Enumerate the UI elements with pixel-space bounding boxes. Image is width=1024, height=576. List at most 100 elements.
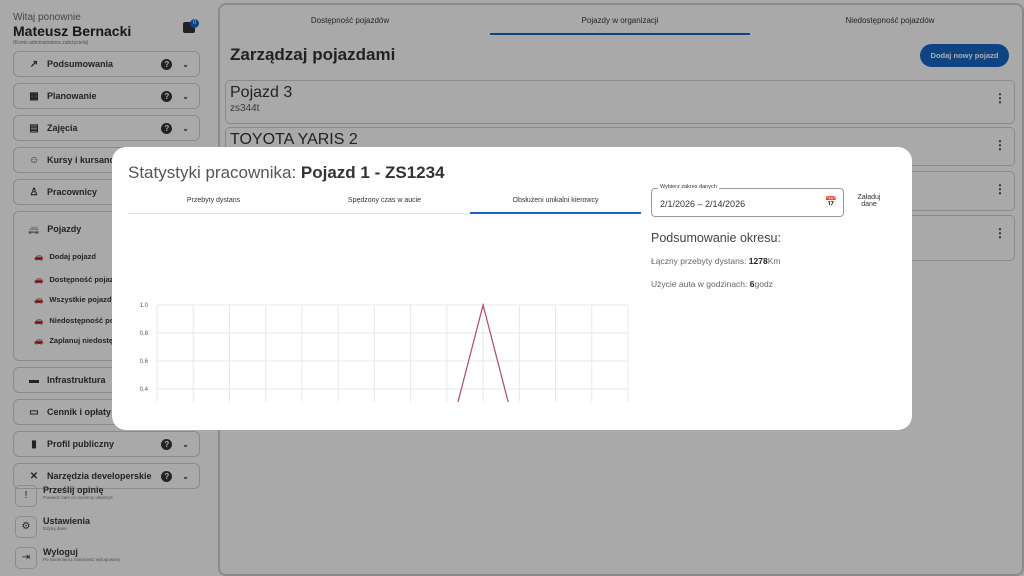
help-icon[interactable]: ?	[161, 58, 173, 70]
sidebar-bottom-item[interactable]: ⇥ Wyloguj Po naciśnięciu zostaniesz wylogo…	[15, 547, 120, 569]
y-tick-label: 0.4	[140, 387, 149, 393]
vehicle-name: TOYOTA YARIS 2	[230, 131, 358, 148]
sidebar-subitem-label: Dostępność pojazdów	[49, 275, 129, 284]
messages-badge: 0	[190, 19, 199, 28]
load-data-button[interactable]: Załaduj dane	[857, 194, 881, 208]
car-icon: 🚗	[34, 316, 44, 325]
sidebar-item-label: Profil publiczny	[47, 439, 115, 449]
date-range-value: 2/1/2026 – 2/14/2026	[660, 199, 746, 209]
chevron-down-icon[interactable]: ⌄	[182, 91, 189, 101]
logout-icon: ⇥	[15, 547, 37, 569]
distance-summary: Łączny przebyty dystans: 1278Km	[651, 256, 781, 266]
usage-summary: Użycie auta w godzinach: 6godz	[651, 279, 773, 289]
help-icon[interactable]: ?	[161, 90, 173, 102]
user-role: (Konto administratora założyciela)	[13, 40, 89, 46]
sidebar-subitem-label: Niedostępność pojazdów	[49, 316, 140, 325]
y-tick-label: 0.8	[140, 331, 149, 337]
add-vehicle-button[interactable]: Dodaj nowy pojazd	[920, 44, 1009, 67]
car-icon: 🚐	[28, 224, 40, 234]
tab-2[interactable]: Pojazdy w organizacji	[490, 5, 750, 35]
chevron-down-icon[interactable]: ⌄	[182, 59, 189, 69]
sidebar-item-3[interactable]: ▤ Zajęcia? ⌄	[13, 115, 200, 141]
sidebar-subitem[interactable]: 🚗 Wszystkie pojazdy	[34, 295, 116, 304]
help-icon[interactable]: ?	[161, 122, 173, 134]
welcome-text: Witaj ponownie	[13, 12, 81, 23]
stats-tab-2[interactable]: Spędzony czas w aucie	[347, 197, 422, 204]
clipboard-icon: ▤	[29, 122, 39, 134]
car-icon: 🚗	[34, 336, 44, 345]
sidebar-subitem[interactable]: 🚗 Dostępność pojazdów	[34, 275, 129, 284]
sidebar-subitem-label: Zaplanuj niedostępność	[49, 336, 136, 345]
y-tick-label: 0.6	[140, 359, 149, 365]
tools-icon: ✕	[29, 470, 39, 482]
sidebar-item-pojazdy[interactable]: 🚐 Pojazdy	[28, 224, 81, 235]
stats-tab-1[interactable]: Przebyty dystans	[186, 197, 241, 204]
sidebar-item-label: Zajęcia	[47, 123, 78, 133]
sidebar-subitem[interactable]: 🚗 Niedostępność pojazdów	[34, 316, 139, 325]
chevron-down-icon[interactable]: ⌄	[182, 123, 189, 133]
sidebar-bottom-item[interactable]: ⚙ Ustawienia Edytuj dane	[15, 516, 90, 538]
series-line	[457, 302, 509, 402]
sidebar-item-label: Infrastruktura	[47, 375, 106, 385]
sidebar-subitem-label: Wszystkie pojazdy	[49, 295, 116, 304]
sidebar-item-4[interactable]: ✕ Narzędzia developerskie? ⌄	[13, 463, 200, 489]
more-options-icon[interactable]: ⋮	[994, 226, 1006, 240]
sidebar-item-label: Pojazdy	[47, 224, 82, 234]
bottom-item-subtitle: Po naciśnięciu zostaniesz wylogowany	[43, 557, 121, 562]
trending-up-icon: ↗	[29, 58, 39, 70]
chevron-down-icon[interactable]: ⌄	[182, 471, 189, 481]
car-icon: 🚗	[34, 252, 44, 261]
sidebar-item-label: Cennik i opłaty	[47, 407, 112, 417]
bottom-item-title: Prześlij opinię	[43, 485, 104, 495]
help-icon[interactable]: ?	[161, 438, 173, 450]
car-icon: 🚗	[34, 295, 44, 304]
stats-tab-3[interactable]: Obsłużeni unikalni kierowcy	[470, 189, 641, 214]
more-options-icon[interactable]: ⋮	[994, 138, 1006, 152]
more-options-icon[interactable]: ⋮	[994, 182, 1006, 196]
credit-card-icon: ▭	[29, 406, 39, 418]
date-range-label: Wybierz zakres danych	[658, 184, 719, 190]
sidebar-item-label: Podsumowania	[47, 59, 114, 69]
sidebar-item-label: Planowanie	[47, 91, 97, 101]
stats-modal: Statystyki pracownika: Pojazd 1 - ZS1234…	[112, 147, 912, 430]
chevron-down-icon[interactable]: ⌄	[182, 439, 189, 449]
calendar-icon[interactable]: 📅	[824, 197, 837, 208]
tab-1[interactable]: Dostępność pojazdów	[310, 16, 390, 25]
sidebar-item-1[interactable]: ↗ Podsumowania? ⌄	[13, 51, 200, 77]
page-title: Zarządzaj pojazdami	[230, 45, 396, 64]
user-name: Mateusz Bernacki	[13, 23, 132, 39]
modal-title: Statystyki pracownika: Pojazd 1 - ZS1234	[128, 163, 445, 182]
face-icon: ☺	[28, 154, 40, 166]
vehicle-plate: zs344t	[230, 103, 260, 114]
calendar-icon: ▦	[29, 90, 39, 102]
sidebar-item-2[interactable]: ▦ Planowanie? ⌄	[13, 83, 200, 109]
sidebar-item-label: Kursy i kursanci	[47, 155, 118, 165]
data-point	[482, 304, 484, 306]
y-tick-label: 1.0	[140, 303, 149, 309]
messages-icon[interactable]	[183, 22, 195, 33]
sidebar-item-label: Narzędzia developerskie	[47, 471, 152, 481]
feedback-icon: !	[15, 485, 37, 507]
bar-chart-icon: ▮	[31, 438, 37, 450]
sidebar-item-3[interactable]: ▮ Profil publiczny? ⌄	[13, 431, 200, 457]
bottom-item-subtitle: Powiedz nam co możemy ulepszyć	[43, 495, 114, 500]
bottom-item-title: Ustawienia	[43, 516, 91, 526]
vehicle-name: Pojazd 3	[230, 84, 293, 101]
bottom-item-subtitle: Edytuj dane	[43, 526, 67, 531]
store-icon: ▬	[29, 374, 39, 386]
more-options-icon[interactable]: ⋮	[994, 91, 1006, 105]
date-range-field[interactable]: Wybierz zakres danych 2/1/2026 – 2/14/20…	[651, 184, 844, 217]
line-chart: 0.00.20.40.60.81.001.02.202602.02.202603…	[140, 302, 629, 402]
sidebar-bottom-item[interactable]: ! Prześlij opinię Powiedz nam co możemy ul…	[15, 485, 113, 507]
vehicle-card[interactable]: Pojazd 3 zs344t ⋮	[225, 80, 1015, 124]
car-icon: 🚗	[34, 275, 44, 284]
sidebar-subitem[interactable]: 🚗 Zaplanuj niedostępność	[34, 336, 135, 345]
bottom-item-title: Wyloguj	[43, 547, 78, 557]
help-icon[interactable]: ?	[161, 470, 173, 482]
sidebar-item-label: Pracownicy	[47, 187, 98, 197]
sidebar-subitem-label: Dodaj pojazd	[49, 252, 97, 261]
summary-title: Podsumowanie okresu:	[651, 231, 781, 245]
person-icon: ♙	[29, 186, 39, 198]
sidebar-subitem[interactable]: 🚗 Dodaj pojazd	[34, 252, 96, 261]
tab-3[interactable]: Niedostępność pojazdów	[845, 16, 935, 25]
